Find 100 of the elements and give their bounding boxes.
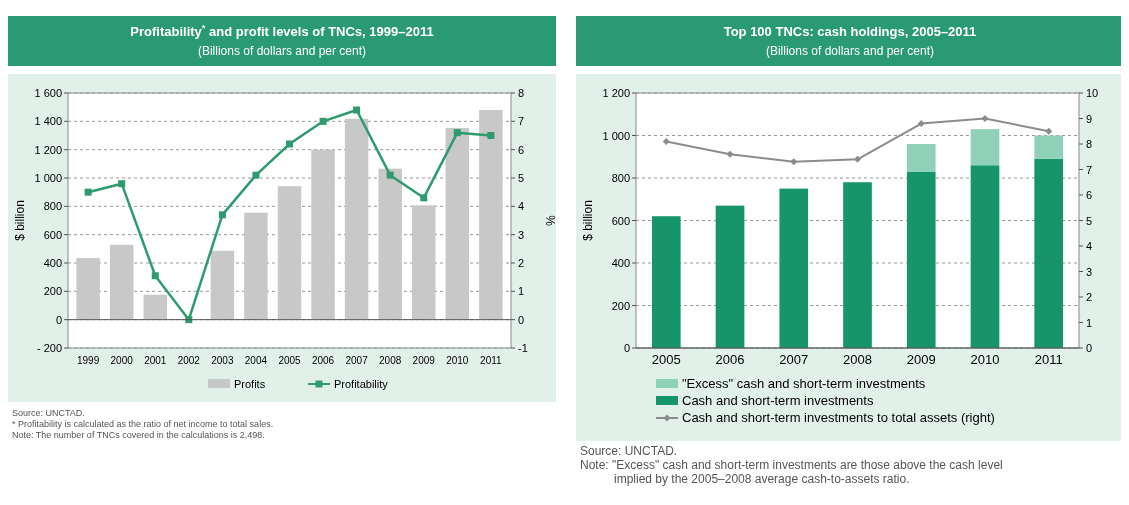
- point: [1045, 127, 1053, 135]
- point: [726, 150, 734, 158]
- point: [981, 115, 989, 122]
- point: [84, 188, 92, 196]
- y2-tick-label: 6: [1086, 189, 1093, 201]
- bar: [412, 205, 436, 320]
- y2-tick-label: 2: [1086, 291, 1093, 303]
- text: Note: "Excess" cash and short-term investments are those above the cash level implied by the 2005–2008 average cash-to-assets ratio.: [580, 458, 1003, 486]
- x-tick-label: 2001: [144, 355, 167, 366]
- point: [319, 117, 327, 125]
- y-tick-label: 1 600: [34, 87, 62, 99]
- legend-label: Cash and short-term investments to total assets (right): [682, 410, 995, 425]
- y2-tick-label: 7: [1086, 163, 1093, 176]
- x-tick-label: 1999: [77, 355, 100, 366]
- y2-tick-label: 10: [1086, 87, 1099, 99]
- point: [218, 211, 226, 219]
- y-axis-title: $ billion: [13, 200, 27, 241]
- y-tick-label: 0: [55, 313, 62, 326]
- bar: [906, 144, 936, 172]
- x-tick-label: 2008: [379, 355, 402, 366]
- point: [286, 140, 293, 148]
- bar: [970, 129, 1000, 166]
- y2-tick-label: 6: [518, 143, 525, 156]
- bar: [311, 149, 335, 320]
- point: [252, 171, 260, 179]
- x-tick-label: 2005: [651, 352, 681, 367]
- bar: [651, 216, 681, 348]
- point: [917, 120, 925, 128]
- bar: [109, 244, 134, 320]
- bar: [143, 294, 167, 320]
- bar: [1034, 158, 1064, 348]
- chart-title: Top 100 TNCs: cash holdings, 2005–2011: [723, 24, 977, 39]
- y2-axis-title: %: [543, 215, 557, 227]
- legend-label: Profits: [234, 378, 266, 390]
- bar: [479, 110, 503, 320]
- x-tick-label: 2009: [412, 355, 436, 366]
- y-tick-label: 0: [623, 342, 630, 354]
- chart-subtitle: (Billions of dollars and per cent): [765, 44, 935, 58]
- point: [662, 137, 670, 145]
- point: [854, 155, 861, 163]
- legend-label: "Excess" cash and short-term investments: [682, 376, 926, 391]
- bar: [244, 212, 268, 320]
- y-tick-label: 200: [43, 285, 62, 298]
- source-note: Source: UNCTAD.: [12, 408, 85, 418]
- y2-tick-label: 0: [518, 313, 525, 326]
- bar: [76, 258, 100, 320]
- y2-tick-label: 3: [1086, 265, 1093, 278]
- y2-tick-label: 4: [1086, 240, 1093, 252]
- point: [118, 180, 126, 188]
- source-note: Source: UNCTAD.: [580, 444, 678, 458]
- bar: [210, 250, 235, 320]
- x-tick-label: 2002: [177, 355, 201, 366]
- x-tick-label: 2004: [244, 355, 268, 366]
- bar: [378, 168, 402, 320]
- legend-label: Profitability: [334, 378, 389, 390]
- x-tick-label: 2005: [278, 355, 302, 366]
- y2-tick-label: 1: [518, 285, 525, 298]
- y-tick-label: - 200: [36, 342, 62, 354]
- x-tick-label: 2000: [110, 355, 134, 366]
- y2-tick-label: 2: [518, 257, 525, 269]
- y2-tick-label: 9: [1086, 112, 1093, 125]
- x-tick-label: 2006: [311, 355, 335, 366]
- bar: [1034, 135, 1064, 159]
- x-tick-label: 2003: [211, 355, 234, 366]
- x-tick-label: 2009: [906, 352, 936, 367]
- y-tick-label: 400: [611, 257, 630, 269]
- y-tick-label: 800: [611, 172, 630, 184]
- point: [487, 132, 495, 139]
- point: [353, 106, 361, 114]
- point: [453, 129, 461, 137]
- y-tick-label: 1 200: [602, 87, 630, 99]
- chart-subtitle: (Billions of dollars and per cent): [197, 44, 367, 58]
- y2-tick-label: 7: [518, 115, 525, 128]
- text: Note: The number of TNCs covered in the calculations is 2,498.: [12, 430, 265, 440]
- bar: [906, 171, 936, 348]
- y2-tick-label: -1: [518, 342, 528, 354]
- chart-title: Profitability$^{*}$ and profit levels of TNCs, 1999–2011: [130, 23, 434, 39]
- legend-label: Cash and short-term investments: [682, 393, 874, 408]
- bar: [344, 118, 369, 320]
- y-tick-label: 800: [43, 200, 62, 213]
- x-tick-label: 2007: [779, 352, 809, 367]
- x-tick-label: 2011: [480, 355, 503, 366]
- y2-tick-label: 5: [1086, 214, 1093, 227]
- x-tick-label: 2010: [970, 352, 1000, 367]
- bar: [843, 182, 872, 348]
- y2-tick-label: 8: [1086, 138, 1093, 150]
- point: [151, 272, 159, 280]
- y2-tick-label: 5: [518, 172, 525, 184]
- x-tick-label: 2006: [715, 352, 745, 367]
- y-tick-label: 1 000: [602, 129, 630, 142]
- y-tick-label: 600: [43, 228, 62, 241]
- y-tick-label: 600: [611, 214, 630, 227]
- x-tick-label: 2011: [1034, 352, 1063, 367]
- bar: [445, 127, 470, 320]
- y-axis-title: $ billion: [581, 200, 595, 241]
- y2-tick-label: 4: [518, 200, 525, 213]
- text: * Profitability is calculated as the ratio of net income to total sales.: [12, 419, 274, 429]
- y2-tick-label: 8: [518, 87, 525, 99]
- y-tick-label: 1 200: [34, 143, 62, 156]
- point: [386, 171, 394, 179]
